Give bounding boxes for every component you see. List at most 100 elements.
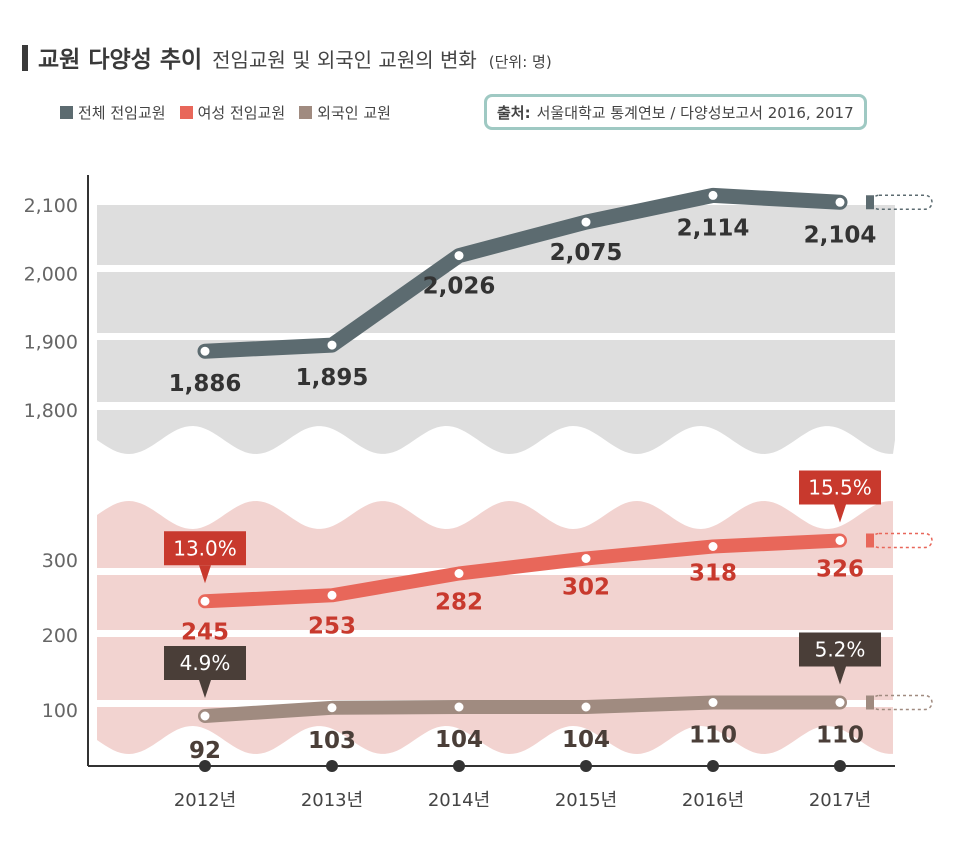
x-tick-dot <box>834 760 846 772</box>
data-label: 92 <box>189 738 221 764</box>
upper-gridline-gap <box>97 265 895 272</box>
series-extension <box>871 532 933 549</box>
data-point <box>580 553 592 564</box>
legend-label-total: 전체 전임교원 <box>78 104 166 122</box>
upper-gridline-gap <box>97 333 895 340</box>
chart-background <box>97 205 895 754</box>
data-point <box>199 595 211 607</box>
data-point <box>580 216 592 228</box>
y-tick-label: 2,000 <box>24 263 78 285</box>
callout-label: 4.9% <box>180 651 231 675</box>
callout-pointer <box>199 565 211 584</box>
data-label: 282 <box>435 590 483 616</box>
callout-pointer <box>199 680 211 698</box>
data-label: 103 <box>308 728 356 754</box>
x-tick-dot <box>580 760 592 772</box>
source-box: 출처: 서울대학교 통계연보 / 다양성보고서 2016, 2017 <box>484 94 867 130</box>
data-label: 245 <box>181 619 229 645</box>
x-tick-dot <box>453 760 465 772</box>
callout-pointer <box>834 666 846 685</box>
y-tick-label: 2,100 <box>24 195 78 217</box>
chart-unit: (단위: 명) <box>488 53 552 71</box>
upper-gridline-gap <box>97 402 895 410</box>
data-point <box>326 702 338 714</box>
x-tick-label: 2015년 <box>555 790 617 811</box>
y-tick-label: 300 <box>42 550 78 572</box>
data-point <box>199 345 211 357</box>
data-label: 326 <box>816 557 864 583</box>
callout-box <box>799 470 881 505</box>
data-label: 2,104 <box>804 222 877 248</box>
callout-box <box>164 531 246 566</box>
source-text: 서울대학교 통계연보 / 다양성보고서 2016, 2017 <box>536 103 854 122</box>
data-point <box>707 189 719 201</box>
legend-item-total: 전체 전임교원 <box>60 102 166 123</box>
data-point <box>453 250 465 262</box>
chart-axes: 2,100 2,000 1,900 1,800 300 200 100 2012년 2013년 2… <box>24 175 895 811</box>
data-point <box>834 697 846 708</box>
data-point <box>580 701 592 713</box>
lower-gridline-gap <box>97 630 895 637</box>
y-tick-label: 100 <box>42 700 78 722</box>
callout-pointer <box>834 504 846 523</box>
legend-swatch-female <box>179 106 193 119</box>
data-point <box>326 339 338 351</box>
data-point <box>707 697 719 708</box>
legend-item-foreign: 외국인 교원 <box>299 102 391 123</box>
series-extension <box>871 194 933 211</box>
x-tick-label: 2014년 <box>428 790 490 811</box>
data-point <box>199 710 211 722</box>
data-label: 2,075 <box>550 240 623 266</box>
data-label: 318 <box>689 561 737 587</box>
y-tick-label: 200 <box>42 625 78 647</box>
data-label: 104 <box>562 727 610 753</box>
x-tick-dot <box>707 760 719 772</box>
source-label: 출처: <box>497 103 531 122</box>
y-tick-label: 1,800 <box>24 400 78 422</box>
data-label: 253 <box>308 613 356 639</box>
callout-box <box>799 632 881 667</box>
data-label: 2,114 <box>677 215 750 241</box>
data-point <box>326 589 338 601</box>
series-extension-cap <box>866 195 874 210</box>
x-tick-label: 2017년 <box>809 790 871 811</box>
chart-subtitle: 전임교원 및 외국인 교원의 변화 <box>212 48 477 72</box>
series-line <box>198 695 847 723</box>
data-label: 1,886 <box>169 371 242 397</box>
data-label: 110 <box>816 723 864 749</box>
chart-header: 교원 다양성 추이 전임교원 및 외국인 교원의 변화 (단위: 명) <box>22 40 552 74</box>
legend-label-foreign: 외국인 교원 <box>317 104 391 122</box>
legend: 전체 전임교원 여성 전임교원 외국인 교원 <box>60 102 405 123</box>
x-tick-label: 2012년 <box>174 790 236 811</box>
chart-labels: 1,886 1,895 2,026 2,075 2,114 2,104 245 253 282 3… <box>164 215 881 764</box>
series-extension-cap <box>866 695 874 710</box>
data-label: 302 <box>562 575 610 601</box>
data-label: 1,895 <box>296 365 369 391</box>
data-point <box>834 196 846 208</box>
legend-swatch-total <box>60 106 73 119</box>
data-label: 2,026 <box>423 274 496 300</box>
legend-swatch-foreign <box>299 106 313 119</box>
lower-band <box>97 501 893 754</box>
legend-label-female: 여성 전임교원 <box>197 104 286 122</box>
chart-series <box>197 187 933 723</box>
callout-label: 13.0% <box>173 536 237 560</box>
x-tick-dot <box>326 760 338 772</box>
x-tick-dot <box>199 760 211 772</box>
data-point <box>834 535 846 546</box>
data-point <box>453 701 465 713</box>
series-line <box>197 187 848 359</box>
data-label: 110 <box>689 723 737 749</box>
data-label: 104 <box>435 727 483 753</box>
y-tick-label: 1,900 <box>24 332 78 354</box>
callout-label: 5.2% <box>815 638 866 662</box>
data-point <box>453 568 465 579</box>
data-point <box>707 541 719 552</box>
series-extension <box>871 694 933 711</box>
legend-item-female: 여성 전임교원 <box>179 102 286 123</box>
title-bar-icon <box>22 45 28 71</box>
callout-box <box>164 646 246 680</box>
x-tick-label: 2016년 <box>682 790 744 811</box>
series-extension-cap <box>866 533 874 548</box>
